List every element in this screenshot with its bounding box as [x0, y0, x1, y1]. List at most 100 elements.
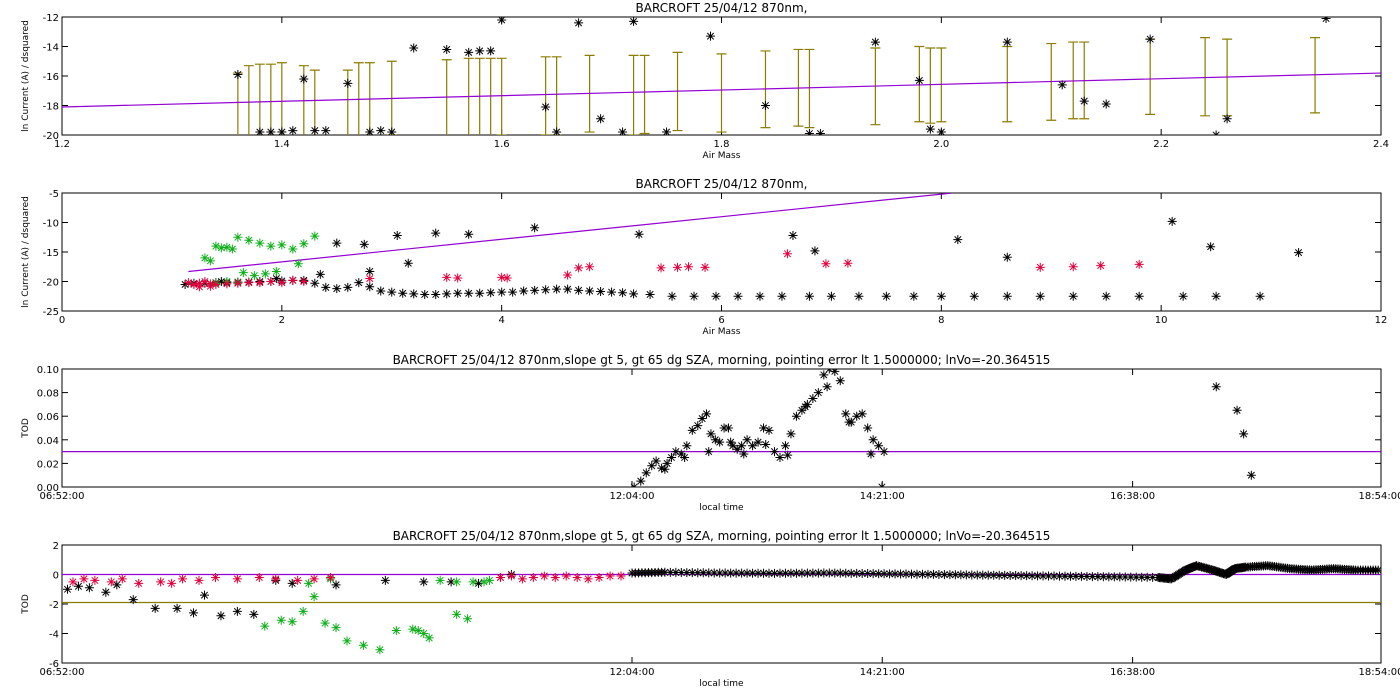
plot-area: [62, 17, 1381, 135]
data-point: [172, 603, 182, 613]
data-point: [266, 241, 276, 251]
y-tick-label: 0.04: [37, 436, 59, 447]
y-tick-label: 0.06: [37, 412, 59, 423]
data-point: [972, 570, 982, 580]
data-point: [310, 126, 320, 135]
data-point: [463, 614, 473, 624]
data-point: [760, 101, 770, 110]
data-point: [748, 441, 758, 451]
data-point: [841, 568, 851, 578]
data-point: [769, 568, 779, 578]
data-point: [1148, 572, 1158, 582]
data-point: [706, 31, 716, 41]
data-point: [720, 568, 730, 578]
data-point: [753, 568, 763, 578]
data-point: [90, 575, 100, 585]
data-point: [769, 447, 779, 457]
data-point: [711, 291, 721, 301]
data-point: [788, 230, 798, 240]
data-point: [506, 571, 516, 581]
data-point: [502, 273, 512, 283]
data-point: [517, 574, 527, 584]
error-bar: [474, 57, 485, 135]
data-point: [244, 278, 254, 288]
data-point: [651, 456, 661, 466]
data-point: [1049, 571, 1059, 581]
data-point: [676, 568, 686, 578]
data-point: [835, 568, 845, 578]
data-point: [409, 289, 419, 299]
error-bar: [353, 62, 364, 135]
data-point: [233, 278, 243, 288]
data-point: [710, 435, 720, 445]
y-tick-label: 0.00: [37, 483, 59, 494]
data-point: [200, 253, 210, 263]
data-point: [1027, 571, 1037, 581]
data-point: [271, 274, 281, 284]
data-point: [255, 127, 265, 135]
data-point: [783, 450, 793, 460]
data-point: [822, 382, 832, 392]
x-axis-label: Air Mass: [703, 327, 741, 337]
data-point: [365, 274, 375, 284]
data-point: [101, 587, 111, 597]
data-point: [222, 279, 232, 289]
data-point: [1044, 571, 1054, 581]
data-point: [354, 278, 364, 288]
data-point: [742, 568, 752, 578]
data-point: [857, 568, 867, 578]
data-point: [310, 231, 320, 241]
data-point: [391, 626, 401, 636]
y-tick-label: -25: [43, 307, 59, 318]
data-point: [923, 569, 933, 579]
data-point: [452, 609, 462, 619]
error-bar: [716, 53, 727, 133]
data-point: [1033, 571, 1043, 581]
data-point: [398, 288, 408, 298]
data-point: [332, 238, 342, 248]
data-point: [343, 282, 353, 292]
data-point: [1373, 565, 1381, 575]
data-point: [276, 615, 286, 625]
data-point: [1035, 262, 1045, 272]
data-point: [387, 127, 397, 135]
data-point: [200, 277, 210, 286]
x-tick-label: 2.2: [1153, 139, 1169, 150]
data-point: [266, 127, 276, 135]
data-point: [331, 580, 341, 590]
data-point: [205, 256, 215, 266]
data-point: [233, 70, 243, 80]
y-axis-label: ln Current (A) / dsquared: [21, 20, 31, 132]
data-point: [665, 567, 675, 577]
x-tick-label: 2.0: [933, 139, 949, 150]
y-tick-label: -5: [49, 189, 59, 200]
data-point: [775, 453, 785, 462]
x-tick-label: 06:52:00: [40, 667, 85, 678]
data-point: [868, 435, 878, 445]
data-point: [299, 239, 309, 249]
x-tick-label: 14:21:00: [860, 667, 905, 678]
data-point: [1005, 570, 1015, 580]
data-point: [704, 447, 714, 457]
data-point: [863, 423, 873, 433]
data-point: [1055, 571, 1064, 581]
data-point: [914, 75, 924, 85]
data-point: [797, 568, 807, 578]
data-point: [277, 127, 287, 135]
data-point: [994, 570, 1004, 580]
data-point: [1011, 571, 1021, 581]
x-tick-label: 1.6: [494, 139, 510, 150]
data-point: [299, 74, 309, 84]
data-point: [331, 623, 341, 633]
data-point: [1211, 130, 1221, 135]
data-point: [1239, 429, 1249, 439]
data-point: [442, 289, 452, 299]
fit-line: [62, 72, 1381, 108]
data-point: [874, 569, 884, 579]
data-point: [978, 570, 988, 580]
data-point: [1232, 405, 1242, 415]
fit-line: [188, 193, 953, 273]
data-point: [1022, 571, 1032, 581]
data-point: [453, 273, 463, 283]
error-bar: [254, 63, 265, 135]
